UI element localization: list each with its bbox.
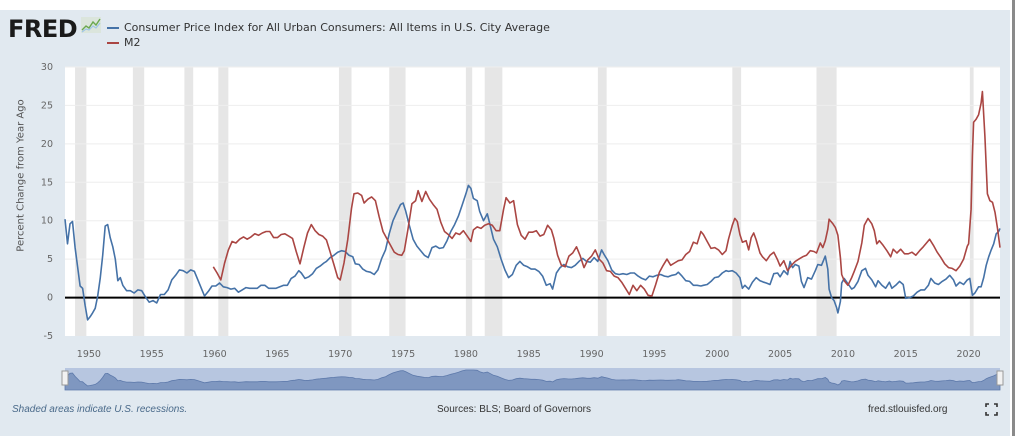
- recession-band: [732, 67, 742, 336]
- series-lines: [64, 90, 1001, 321]
- y-tick-label: 20: [41, 139, 53, 150]
- x-tick-label: 1950: [77, 349, 101, 360]
- x-tick-label: 1960: [202, 349, 226, 360]
- y-tick-label: 15: [41, 177, 53, 188]
- right-window-edge: [1010, 0, 1024, 436]
- legend-swatch-m2: [107, 41, 119, 44]
- legend-label-cpi: Consumer Price Index for All Urban Consu…: [124, 21, 550, 34]
- series-line-cpi: [64, 184, 1001, 321]
- navigator-series: [64, 369, 1001, 391]
- x-tick-label: 1980: [454, 349, 478, 360]
- x-tick-label: 1955: [140, 349, 164, 360]
- y-tick-label: 30: [41, 62, 53, 73]
- gridlines: [65, 66, 1000, 260]
- recession-note: Shaded areas indicate U.S. recessions.: [12, 404, 188, 415]
- x-tick-label: 2015: [894, 349, 918, 360]
- x-tick-label: 2010: [831, 349, 855, 360]
- y-tick-label: 0: [47, 293, 53, 304]
- recession-band: [218, 67, 229, 336]
- x-tick-label: 1975: [391, 349, 415, 360]
- navigator-handle-left[interactable]: [61, 370, 69, 386]
- y-axis-ticks: 30 25 20 15 10 5 0 -5: [41, 62, 53, 342]
- x-tick-label: 1990: [579, 349, 603, 360]
- recession-band: [184, 67, 194, 336]
- range-navigator: [61, 368, 1004, 391]
- x-tick-label: 2005: [768, 349, 792, 360]
- chart-line-icon: [81, 17, 101, 33]
- sources-text: Sources: BLS; Board of Governors: [437, 404, 591, 415]
- y-tick-label: 10: [41, 216, 53, 227]
- x-tick-label: 1985: [517, 349, 541, 360]
- legend-swatch-cpi: [107, 26, 119, 29]
- recession-band: [75, 67, 87, 336]
- recession-bands: [75, 67, 974, 336]
- x-tick-label: 1995: [642, 349, 666, 360]
- recession-band: [597, 67, 607, 336]
- y-tick-label: 25: [41, 100, 53, 111]
- recession-band: [465, 67, 473, 336]
- recession-band: [132, 67, 145, 336]
- legend-item-cpi[interactable]: Consumer Price Index for All Urban Consu…: [107, 21, 550, 34]
- x-axis-ticks: 1950 1955 1960 1965 1970 1975 1980 1985 1990 1995…: [77, 349, 981, 360]
- recession-band: [338, 67, 352, 336]
- x-tick-label: 1965: [265, 349, 289, 360]
- y-tick-label: -5: [44, 331, 53, 342]
- navigator-handle-right[interactable]: [996, 370, 1004, 386]
- recession-band: [484, 67, 503, 336]
- x-tick-label: 2000: [705, 349, 729, 360]
- series-line-m2: [212, 90, 1001, 297]
- site-link[interactable]: fred.stlouisfed.org: [868, 404, 948, 415]
- window-border: [1012, 0, 1015, 436]
- legend-item-m2[interactable]: M2: [107, 36, 141, 49]
- recession-band: [389, 67, 406, 336]
- recession-band: [816, 67, 837, 336]
- fullscreen-icon[interactable]: [985, 403, 998, 416]
- x-tick-label: 2020: [956, 349, 980, 360]
- legend-label-m2: M2: [124, 36, 141, 49]
- y-tick-label: 5: [47, 254, 53, 265]
- fred-logo[interactable]: FRED: [8, 15, 78, 43]
- x-tick-label: 1970: [328, 349, 352, 360]
